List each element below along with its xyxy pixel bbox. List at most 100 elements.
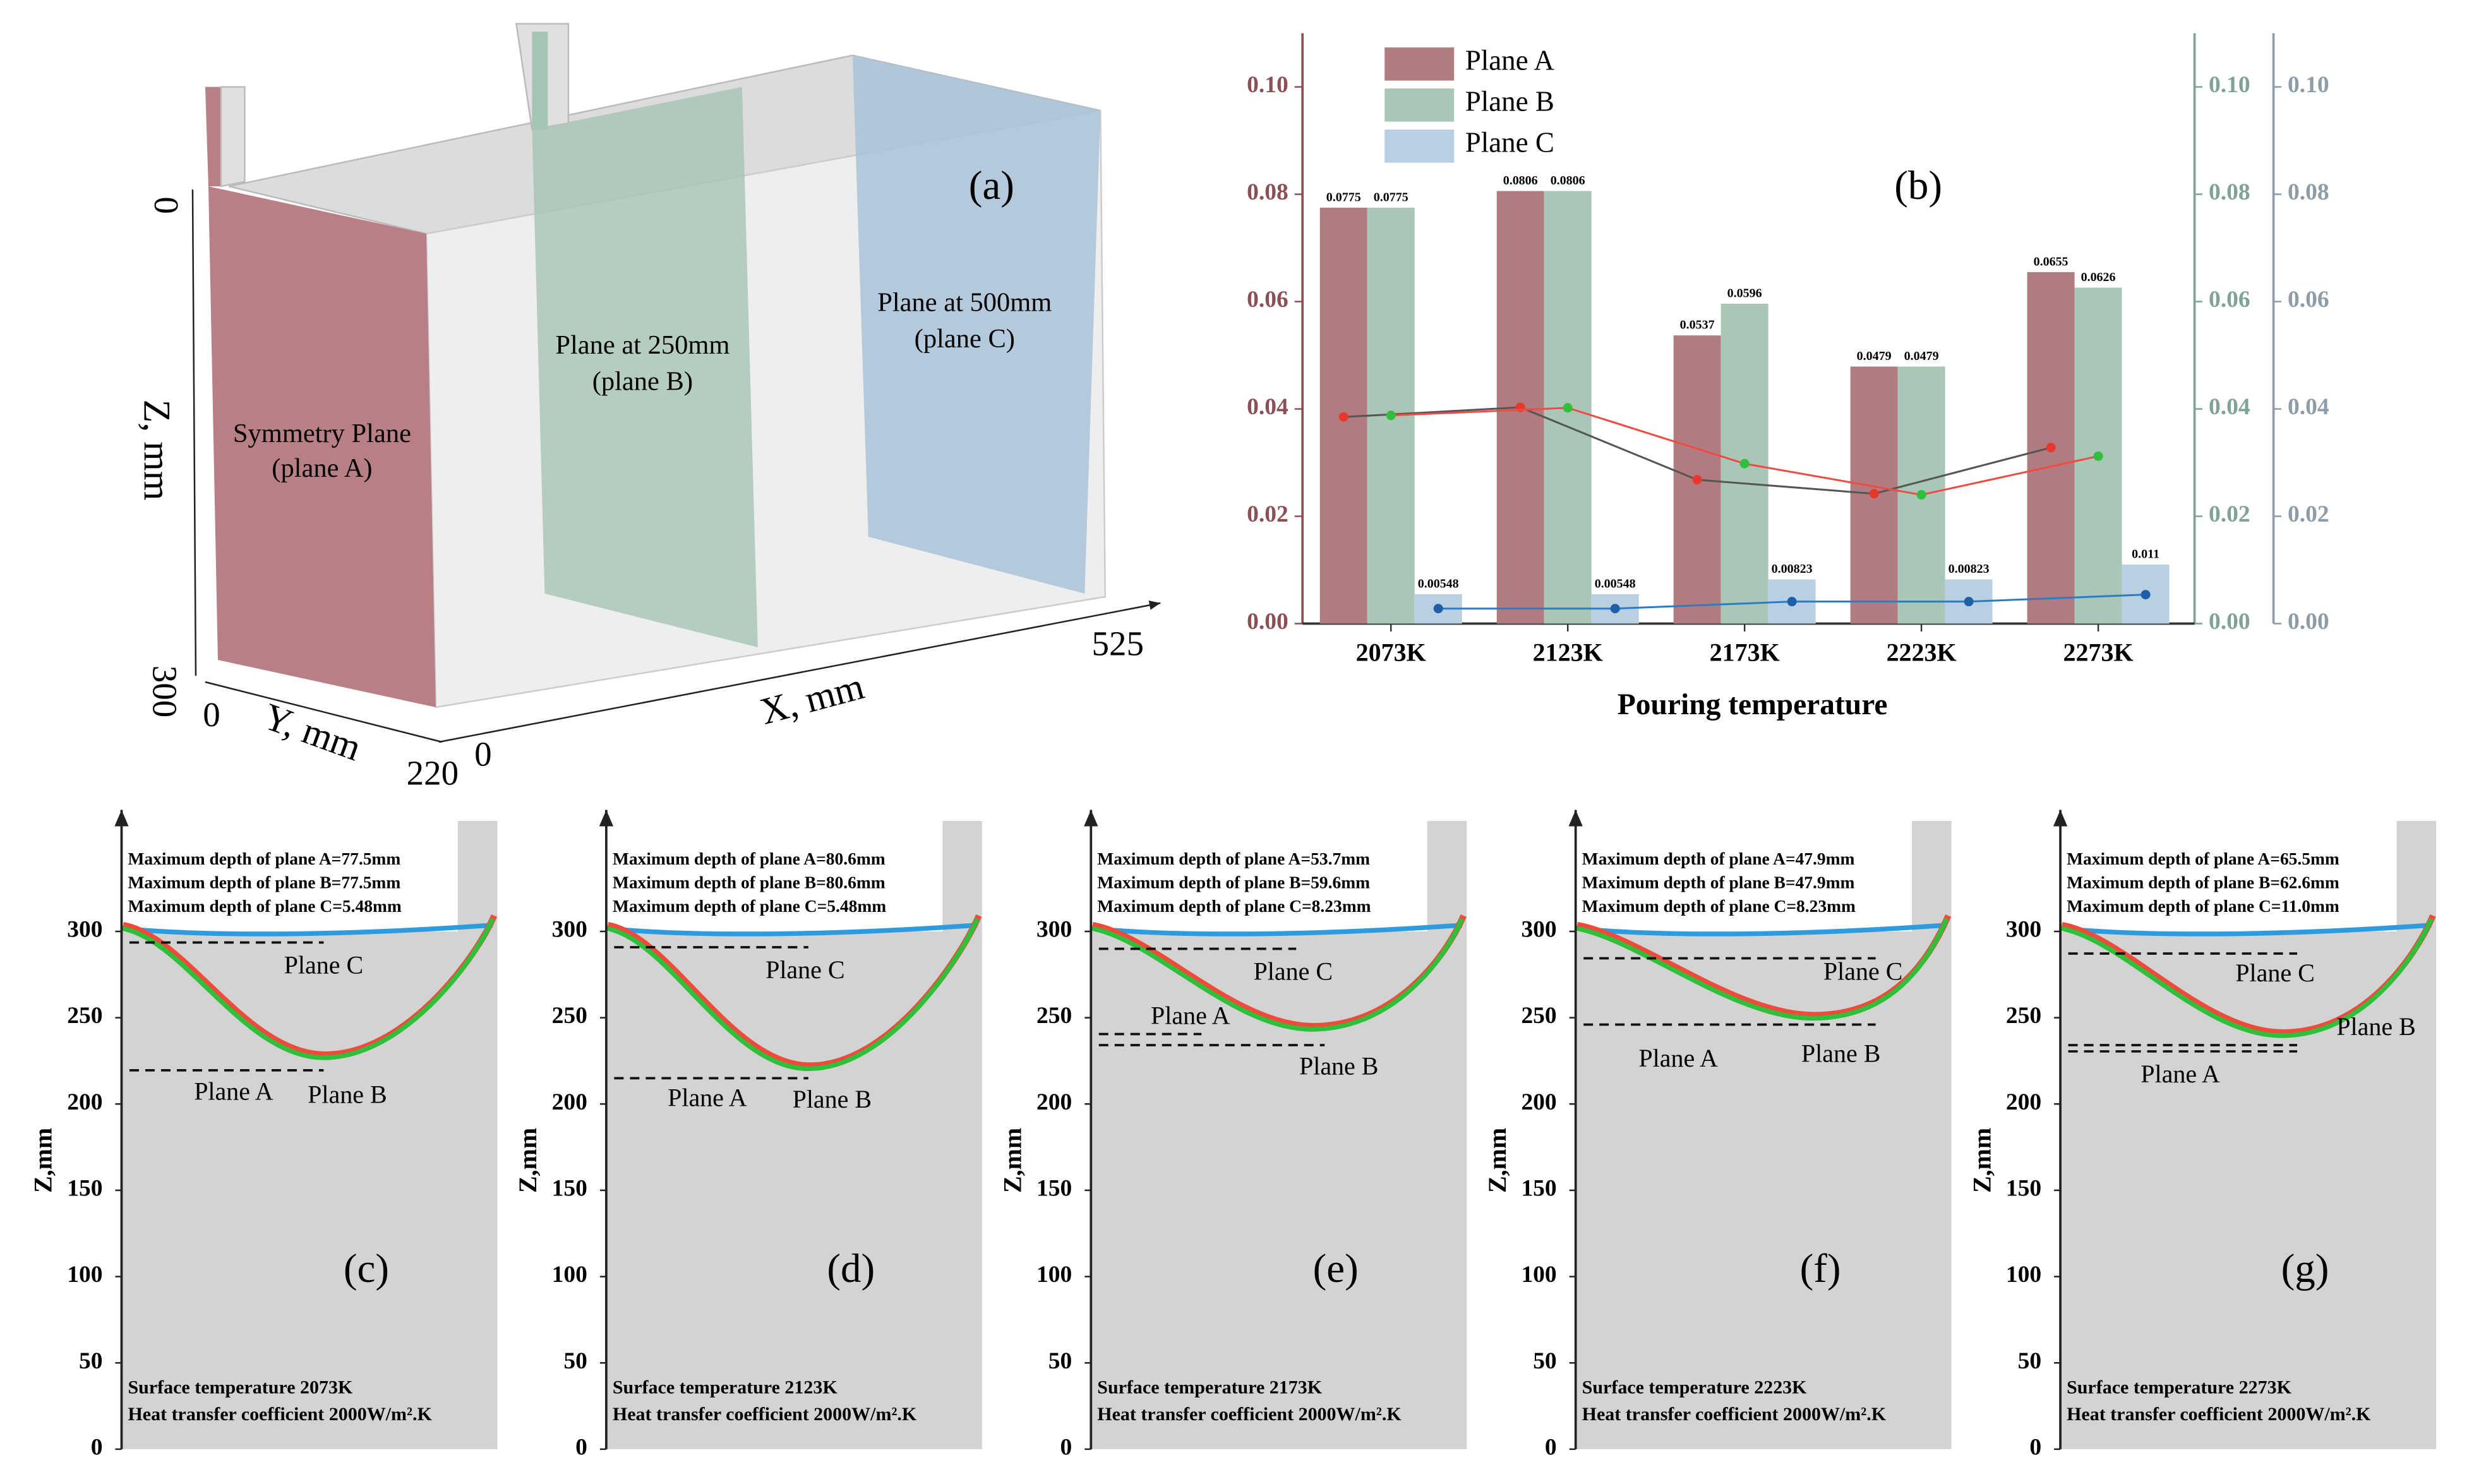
plane-label: Plane A bbox=[1151, 1002, 1230, 1030]
y-tick-label: 300 bbox=[552, 917, 587, 943]
plane-label: (plane B) bbox=[592, 366, 693, 396]
plane-label: Plane A bbox=[194, 1077, 273, 1106]
legend-label: Plane B bbox=[1465, 85, 1554, 117]
y-tick-label: 0.04 bbox=[2288, 394, 2329, 420]
plane-label: Plane C bbox=[1823, 957, 1903, 986]
axis-label: Y, mm bbox=[258, 695, 367, 769]
y-tick-label: 0.04 bbox=[2209, 394, 2250, 420]
point bbox=[2046, 443, 2056, 453]
y-tick-label: 0.08 bbox=[2209, 179, 2250, 205]
y-tick-label: 0.08 bbox=[2288, 179, 2329, 205]
y-tick-label: 100 bbox=[552, 1262, 587, 1288]
depth-text: Maximum depth of plane B=77.5mm bbox=[128, 873, 400, 892]
legend-swatch bbox=[1384, 129, 1455, 163]
y-tick-label: 100 bbox=[1036, 1262, 1072, 1288]
y-tick-label: 250 bbox=[552, 1003, 587, 1029]
y-tick-label: 100 bbox=[1521, 1262, 1556, 1288]
y-tick-label: 100 bbox=[67, 1262, 102, 1288]
footer-text: Surface temperature 2073K bbox=[128, 1377, 353, 1398]
panel-label: (e) bbox=[1313, 1246, 1359, 1291]
footer-text: Surface temperature 2123K bbox=[613, 1377, 838, 1398]
panel: Plane A Plane B Plane C 0 50 100 150 200 250 300 Z… bbox=[998, 810, 1467, 1460]
panel-label: (g) bbox=[2281, 1246, 2329, 1291]
legend-label: Plane C bbox=[1465, 126, 1554, 158]
y-tick-label: 150 bbox=[1036, 1176, 1072, 1202]
plane-label: Plane B bbox=[793, 1085, 872, 1113]
plane-label: Plane at 250mm bbox=[555, 330, 730, 360]
y-tick-label: 300 bbox=[1521, 917, 1556, 943]
point bbox=[1563, 403, 1573, 413]
value-label: 0.011 bbox=[2132, 548, 2159, 561]
y-tick-label: 150 bbox=[1521, 1176, 1556, 1202]
surface bbox=[606, 923, 978, 936]
plane-label: Plane A bbox=[2141, 1060, 2220, 1088]
plane-label: Plane B bbox=[2336, 1012, 2416, 1041]
panel-bg bbox=[1575, 931, 1952, 1449]
legend-swatch bbox=[1384, 88, 1455, 122]
plane-label: Plane C bbox=[2235, 959, 2315, 987]
surface bbox=[1090, 923, 1462, 936]
y-tick-label: 300 bbox=[1036, 917, 1072, 943]
panel-label: (a) bbox=[969, 163, 1014, 208]
value-label: 0.00548 bbox=[1595, 577, 1636, 591]
y-tick-label: 50 bbox=[2018, 1348, 2041, 1374]
melt-front bbox=[121, 918, 495, 1060]
tick-label: 0 bbox=[147, 196, 186, 214]
footer-text: Surface temperature 2223K bbox=[1582, 1377, 1808, 1398]
melt-front bbox=[1090, 918, 1465, 1032]
melt-front bbox=[606, 918, 980, 1072]
plane-label: Plane B bbox=[308, 1080, 387, 1109]
value-label: 0.0479 bbox=[1904, 349, 1939, 363]
point bbox=[1916, 490, 1926, 500]
y-tick-label: 0.10 bbox=[2209, 72, 2250, 98]
y-tick-label: 0.00 bbox=[2288, 609, 2329, 635]
plane-label: Plane at 500mm bbox=[877, 287, 1052, 317]
riser bbox=[457, 820, 498, 931]
plane-c bbox=[852, 55, 1101, 594]
riser bbox=[1912, 820, 1952, 931]
tick-label: 300 bbox=[145, 666, 184, 717]
panel-bg bbox=[1091, 931, 1467, 1449]
y-tick-label: 50 bbox=[1048, 1348, 1072, 1374]
y-tick-label: 0.00 bbox=[1247, 609, 1288, 635]
chart-title: (b) bbox=[1894, 163, 1942, 208]
point bbox=[1692, 475, 1702, 485]
y-tick-label: 0.10 bbox=[2288, 72, 2329, 98]
value-label: 0.0806 bbox=[1503, 174, 1538, 188]
point bbox=[1869, 489, 1879, 499]
footer-text: Heat transfer coefficient 2000W/m².K bbox=[613, 1404, 917, 1425]
tick-label: 525 bbox=[1092, 625, 1144, 663]
x-tick-label: 2173K bbox=[1710, 638, 1780, 667]
y-axis-label: Z,mm bbox=[29, 1128, 57, 1193]
depth-text: Maximum depth of plane A=47.9mm bbox=[1582, 849, 1855, 868]
y-tick-label: 200 bbox=[1036, 1089, 1072, 1115]
tick-label: 220 bbox=[407, 754, 459, 793]
riser bbox=[2396, 820, 2437, 931]
y-tick-label: 0.00 bbox=[2209, 609, 2250, 635]
riser-b bbox=[532, 32, 548, 130]
x-tick-label: 2273K bbox=[2063, 638, 2134, 667]
value-label: 0.0537 bbox=[1680, 318, 1715, 332]
value-label: 0.00548 bbox=[1418, 577, 1459, 591]
point bbox=[1739, 458, 1750, 469]
plane-label: Plane B bbox=[1299, 1052, 1379, 1080]
y-tick-label: 0 bbox=[575, 1434, 587, 1460]
axis-label: Z, mm bbox=[136, 400, 178, 501]
y-axis-label: Z,mm bbox=[998, 1128, 1026, 1193]
footer-text: Heat transfer coefficient 2000W/m².K bbox=[128, 1404, 432, 1425]
panel-label: (f) bbox=[1800, 1246, 1841, 1291]
plane-label: Plane C bbox=[284, 951, 364, 979]
plane-label: Plane C bbox=[766, 955, 845, 984]
y-tick-label: 0.10 bbox=[1247, 72, 1288, 98]
y-tick-label: 0.02 bbox=[1247, 501, 1288, 527]
value-label: 0.0479 bbox=[1857, 349, 1892, 363]
y-axis-label: Z,mm bbox=[1483, 1128, 1511, 1193]
depth-text: Maximum depth of plane A=65.5mm bbox=[2067, 849, 2339, 868]
panel-bg bbox=[2060, 931, 2437, 1449]
y-tick-label: 250 bbox=[1521, 1003, 1556, 1029]
y-tick-label: 50 bbox=[563, 1348, 587, 1374]
point bbox=[2093, 451, 2103, 461]
riser bbox=[942, 820, 982, 931]
depth-text: Maximum depth of plane C=8.23mm bbox=[1097, 897, 1371, 916]
